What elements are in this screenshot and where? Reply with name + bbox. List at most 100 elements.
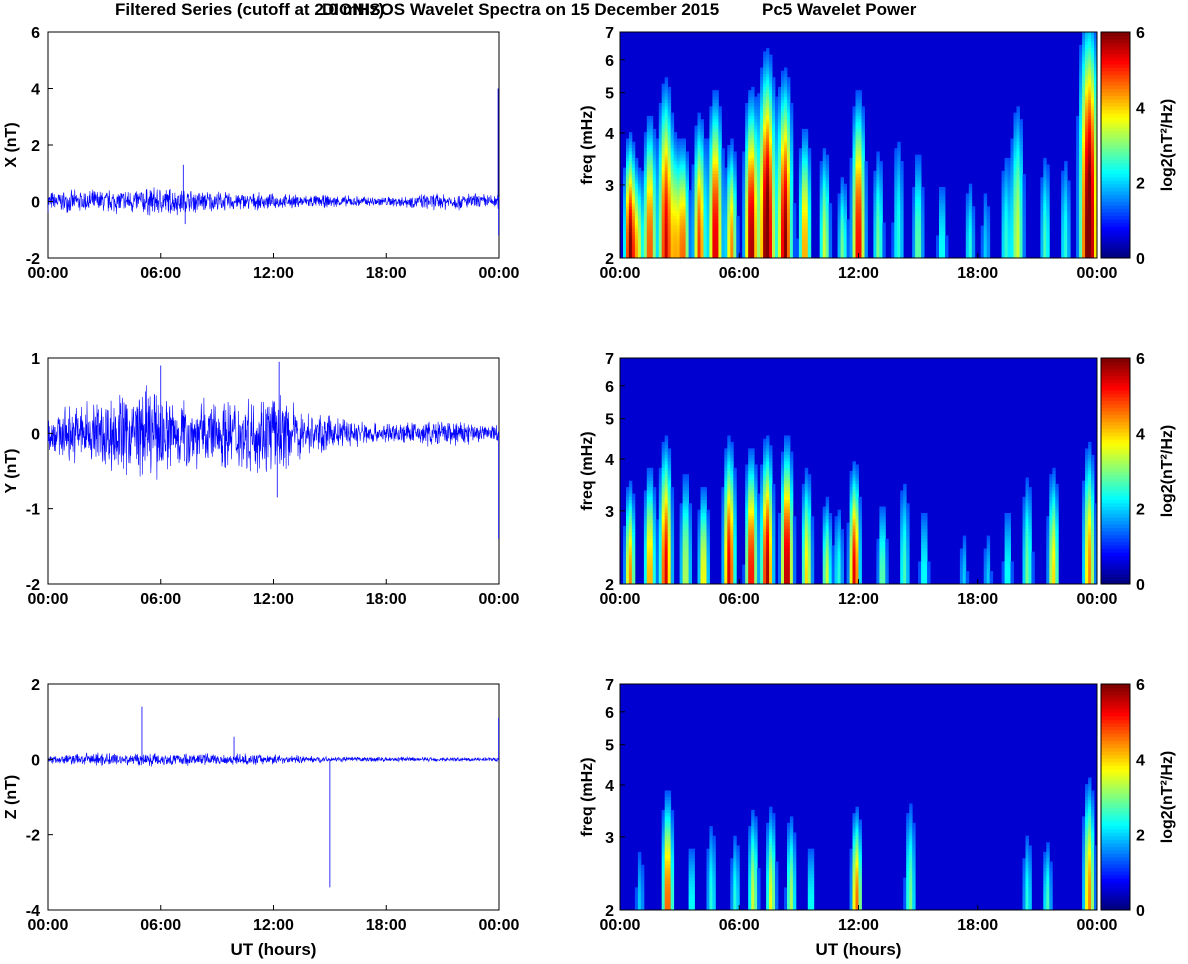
heatmap-cell bbox=[694, 180, 698, 185]
heatmap-cell bbox=[900, 216, 904, 220]
heatmap-cell bbox=[1091, 67, 1095, 72]
heatmap-cell bbox=[766, 96, 770, 101]
heatmap-cell bbox=[745, 174, 749, 178]
heatmap-cell bbox=[670, 187, 675, 191]
heatmap-cell bbox=[1019, 164, 1023, 168]
heatmap-cell bbox=[670, 196, 675, 201]
heatmap-cell bbox=[649, 154, 654, 159]
heatmap-cell bbox=[667, 245, 672, 249]
heatmap-cell bbox=[789, 193, 794, 197]
heatmap-cell bbox=[628, 138, 633, 143]
heatmap-cell bbox=[775, 167, 779, 172]
heatmap-cell bbox=[646, 487, 651, 491]
heatmap-cell bbox=[658, 519, 663, 523]
heatmap-cell bbox=[643, 225, 648, 230]
heatmap-cell bbox=[894, 161, 898, 165]
heatmap-cell bbox=[751, 112, 755, 117]
heatmap-cell bbox=[819, 216, 824, 220]
heatmap-cell bbox=[676, 216, 680, 220]
heatmap-cell bbox=[700, 180, 704, 185]
ts-xtick-label: 00:00 bbox=[479, 917, 520, 934]
heatmap-cell bbox=[626, 490, 630, 494]
heatmap-cell bbox=[655, 564, 660, 569]
heatmap-cell bbox=[840, 177, 844, 181]
heatmap-cell bbox=[679, 203, 683, 207]
heatmap-cell bbox=[787, 219, 791, 223]
heatmap-cell bbox=[706, 235, 710, 239]
heatmap-cell bbox=[664, 513, 669, 517]
heatmap-cell bbox=[840, 219, 844, 223]
heatmap-cell bbox=[733, 225, 737, 230]
heatmap-cell bbox=[918, 241, 922, 246]
heatmap-cell bbox=[709, 232, 713, 236]
heatmap-cell bbox=[912, 216, 916, 220]
heatmap-cell bbox=[1094, 135, 1098, 139]
heatmap-cell bbox=[855, 157, 859, 162]
heatmap-cell bbox=[628, 535, 633, 540]
heatmap-cell bbox=[980, 235, 985, 239]
heatmap-cell bbox=[733, 196, 737, 201]
heatmap-cell bbox=[766, 90, 770, 94]
heatmap-cell bbox=[852, 238, 856, 243]
heatmap-cell bbox=[1061, 222, 1065, 227]
heatmap-cell bbox=[828, 206, 833, 210]
heatmap-cell bbox=[789, 232, 794, 236]
heatmap-cell bbox=[721, 209, 725, 214]
heatmap-cell bbox=[822, 187, 827, 191]
heatmap-cell bbox=[745, 135, 749, 139]
heatmap-cell bbox=[1085, 248, 1089, 252]
heatmap-cell bbox=[858, 90, 862, 94]
heatmap-cell bbox=[807, 222, 812, 227]
heatmap-cell bbox=[1019, 216, 1023, 220]
heatmap-cell bbox=[1085, 232, 1089, 236]
heatmap-cell bbox=[757, 180, 761, 185]
heatmap-cell bbox=[736, 241, 740, 246]
heatmap-cell bbox=[1010, 241, 1014, 246]
heatmap-cell bbox=[876, 235, 880, 239]
heatmap-cell bbox=[861, 135, 865, 139]
heatmap-cell bbox=[778, 177, 782, 181]
heatmap-cell bbox=[643, 241, 648, 246]
heatmap-cell bbox=[772, 138, 776, 143]
heatmap-cell bbox=[673, 174, 678, 178]
heatmap-cell bbox=[685, 222, 689, 227]
heatmap-cell bbox=[772, 254, 776, 259]
heatmap-cell bbox=[1007, 206, 1011, 210]
heatmap-cell bbox=[897, 170, 901, 175]
heatmap-cell bbox=[640, 248, 645, 252]
heatmap-cell bbox=[858, 103, 862, 107]
heatmap-cell bbox=[697, 232, 701, 236]
heatmap-cell bbox=[634, 196, 639, 201]
heatmap-cell bbox=[864, 209, 868, 214]
heatmap-cell bbox=[1088, 183, 1092, 188]
heatmap-cell bbox=[766, 177, 770, 181]
heatmap-cell bbox=[775, 216, 779, 220]
heatmap-cell bbox=[646, 503, 651, 507]
heatmap-cell bbox=[789, 187, 794, 191]
heatmap-cell bbox=[718, 119, 722, 123]
heatmap-cell bbox=[730, 212, 734, 217]
heatmap-cell bbox=[1040, 193, 1044, 197]
heatmap-cell bbox=[643, 164, 648, 168]
heatmap-cell bbox=[646, 132, 651, 136]
heatmap-cell bbox=[942, 216, 946, 220]
heatmap-cell bbox=[781, 135, 785, 139]
heatmap-cell bbox=[1016, 183, 1020, 188]
heatmap-cell bbox=[897, 222, 901, 227]
heatmap-cell bbox=[670, 251, 675, 256]
heatmap-cell bbox=[718, 180, 722, 185]
heatmap-cell bbox=[634, 164, 639, 168]
heatmap-cell bbox=[685, 167, 689, 172]
heatmap-cell bbox=[685, 219, 689, 223]
heatmap-cell bbox=[861, 154, 865, 159]
heatmap-cell bbox=[983, 199, 988, 204]
heatmap-cell bbox=[649, 157, 654, 162]
heatmap-cell bbox=[784, 109, 788, 114]
heatmap-cell bbox=[858, 238, 862, 243]
heatmap-cell bbox=[623, 196, 627, 201]
heatmap-cell bbox=[670, 183, 675, 188]
heatmap-cell bbox=[1013, 157, 1017, 162]
heatmap-cell bbox=[983, 212, 988, 217]
heatmap-cell bbox=[745, 209, 749, 214]
heatmap-cell bbox=[655, 209, 660, 214]
